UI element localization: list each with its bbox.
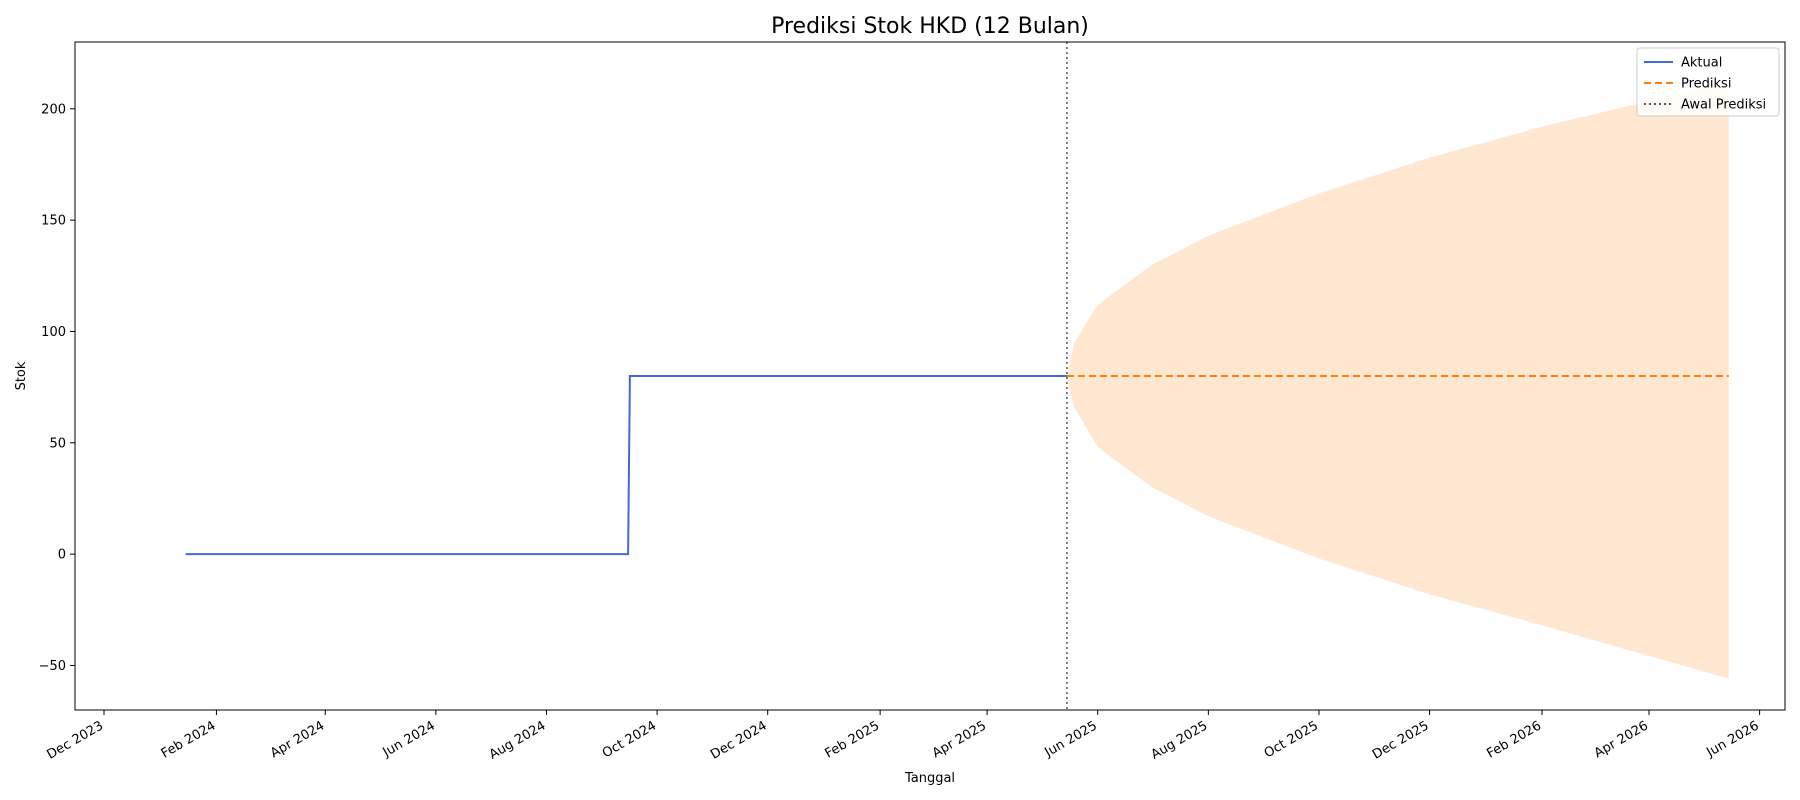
confidence-band xyxy=(1066,82,1729,679)
plot-frame xyxy=(74,41,1786,711)
x-tick-label: Apr 2025 xyxy=(930,718,989,761)
x-tick-label: Apr 2024 xyxy=(268,718,327,761)
x-axis-label: Tanggal xyxy=(904,771,955,786)
x-tick-label: Dec 2024 xyxy=(708,718,770,762)
x-tick-label: Jun 2025 xyxy=(1042,718,1100,760)
x-tick-label: Aug 2025 xyxy=(1149,718,1211,762)
legend-label-prediksi: Prediksi xyxy=(1681,77,1731,92)
x-tick-label: Aug 2024 xyxy=(487,718,549,762)
x-tick-label: Dec 2025 xyxy=(1370,718,1432,762)
x-tick-label: Jun 2026 xyxy=(1703,718,1761,760)
legend-label-aktual: Aktual xyxy=(1681,56,1722,71)
x-tick-label: Oct 2025 xyxy=(1262,718,1321,761)
confidence-band-layer xyxy=(1066,82,1729,679)
y-tick-label: −50 xyxy=(39,659,66,674)
x-axis-ticks: Dec 2023 Feb 2024 Apr 2024 Jun 2024 Aug 2024… xyxy=(44,710,1762,763)
x-tick-label: Apr 2026 xyxy=(1592,718,1651,761)
series-layer xyxy=(185,375,1729,556)
x-tick-label: Feb 2024 xyxy=(159,718,219,761)
x-tick-label: Oct 2024 xyxy=(600,718,659,761)
legend: Aktual Prediksi Awal Prediksi xyxy=(1636,47,1780,117)
y-tick-label: 200 xyxy=(41,102,66,117)
legend-label-awal-prediksi: Awal Prediksi xyxy=(1681,98,1766,113)
y-tick-label: 100 xyxy=(41,325,66,340)
y-tick-label: 150 xyxy=(41,214,66,229)
x-tick-label: Jun 2024 xyxy=(380,718,438,760)
y-tick-label: 50 xyxy=(49,436,66,451)
legend-box xyxy=(1636,47,1780,117)
x-tick-label: Feb 2025 xyxy=(822,718,882,761)
y-axis-ticks: −50 0 50 100 150 200 xyxy=(39,102,75,674)
y-axis-label: Stok xyxy=(14,361,29,390)
series-line-aktual xyxy=(185,375,1067,556)
x-tick-label: Dec 2023 xyxy=(44,718,106,762)
chart-title: Prediksi Stok HKD (12 Bulan) xyxy=(771,14,1089,39)
x-tick-label: Feb 2026 xyxy=(1484,718,1544,761)
y-tick-label: 0 xyxy=(58,548,66,563)
